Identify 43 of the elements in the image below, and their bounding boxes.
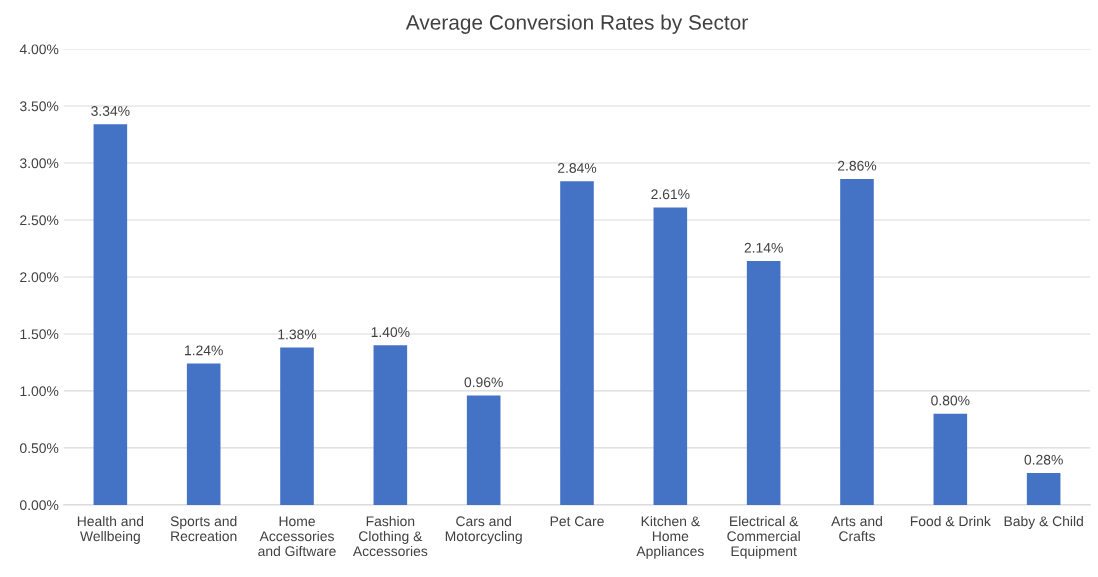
x-tick-label: Home Accessories and Giftware xyxy=(258,516,336,557)
x-tick-label: Electrical & Commercial Equipment xyxy=(727,515,800,559)
bar xyxy=(933,413,968,505)
bar xyxy=(373,345,408,505)
y-tick-label: 3.00% xyxy=(19,158,59,169)
bar xyxy=(186,363,221,505)
bar xyxy=(840,178,874,505)
data-label: 2.86% xyxy=(838,160,877,171)
bar xyxy=(466,395,501,505)
data-label: 2.84% xyxy=(558,163,597,173)
data-label: 2.61% xyxy=(651,189,690,200)
y-tick-label: 0.00% xyxy=(19,500,59,511)
data-label: 1.24% xyxy=(185,345,223,356)
x-tick-label: Cars and Motorcycling xyxy=(445,515,522,544)
chart-title: Average Conversion Rates by Sector xyxy=(405,14,748,34)
data-label: 0.28% xyxy=(1024,454,1063,465)
x-tick-label: Health and Wellbeing xyxy=(77,515,144,544)
y-tick-label: 0.50% xyxy=(19,443,59,454)
bar xyxy=(93,124,128,505)
y-tick-label: 1.00% xyxy=(20,386,59,397)
data-label: 0.96% xyxy=(464,377,503,388)
y-tick-label: 1.50% xyxy=(20,329,59,340)
y-tick-label: 4.00% xyxy=(19,44,59,55)
y-tick-label: 3.50% xyxy=(19,101,59,112)
bar xyxy=(653,207,688,505)
y-tick-label: 2.00% xyxy=(20,272,59,283)
x-tick-label: Fashion Clothing & Accessories xyxy=(352,515,428,557)
x-tick-label: Sports and Recreation xyxy=(170,515,237,542)
x-tick-label: Baby & Child xyxy=(1004,515,1083,529)
bar xyxy=(560,181,594,505)
data-label: 1.40% xyxy=(371,327,410,338)
bar xyxy=(1026,472,1061,505)
x-tick-label: Pet Care xyxy=(550,516,604,527)
x-tick-label: Food & Drink xyxy=(910,515,991,527)
data-label: 0.80% xyxy=(931,395,970,406)
x-tick-label: Arts and Crafts xyxy=(831,515,882,542)
data-label: 2.14% xyxy=(744,242,783,253)
bar xyxy=(746,261,781,505)
bar xyxy=(280,347,314,505)
y-tick-label: 2.50% xyxy=(20,215,59,226)
data-label: 3.34% xyxy=(91,106,130,116)
data-label: 1.38% xyxy=(278,329,317,340)
x-tick-label: Kitchen & Home Appliances xyxy=(636,515,704,559)
